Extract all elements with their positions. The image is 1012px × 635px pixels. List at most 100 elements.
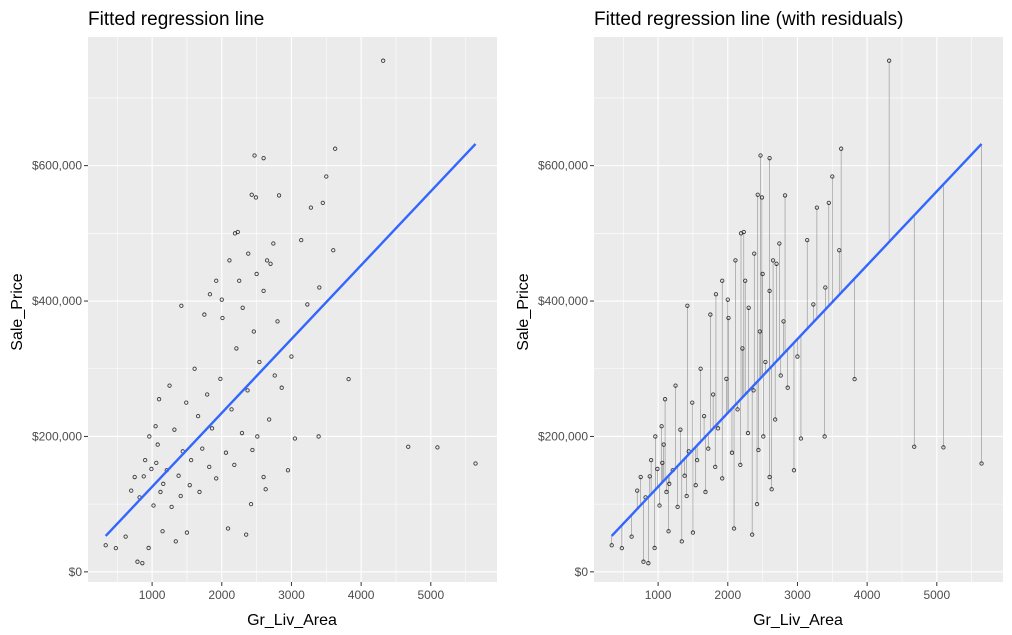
data-point — [187, 483, 192, 488]
data-point — [207, 464, 212, 470]
data-point — [769, 487, 774, 492]
data-point — [758, 153, 763, 158]
data-point — [154, 460, 159, 465]
data-point — [261, 474, 266, 480]
data-point — [684, 493, 689, 499]
data-point — [261, 288, 266, 294]
data-point — [731, 526, 737, 531]
y-tick-label: $400,000 — [32, 294, 82, 308]
x-tick-label: 2000 — [714, 588, 741, 602]
data-point — [234, 346, 239, 351]
data-point — [227, 258, 232, 263]
data-point — [735, 407, 740, 412]
y-tick-label: $0 — [69, 565, 83, 579]
data-point — [823, 285, 828, 290]
data-point — [158, 489, 163, 495]
data-point — [767, 156, 772, 161]
data-point — [886, 58, 892, 63]
data-point — [738, 462, 743, 468]
data-point — [218, 376, 223, 382]
data-point — [777, 241, 782, 246]
data-point — [770, 258, 776, 263]
data-point — [767, 474, 772, 480]
data-point — [249, 192, 254, 197]
data-point — [675, 504, 680, 510]
y-tick-label: $600,000 — [538, 159, 588, 173]
data-point — [346, 376, 351, 382]
data-point — [763, 359, 768, 365]
data-point — [660, 460, 665, 465]
data-point — [648, 457, 654, 463]
data-point — [149, 466, 154, 472]
data-point — [207, 292, 213, 297]
data-point — [701, 413, 707, 419]
data-point — [184, 530, 190, 535]
data-point — [694, 457, 700, 463]
data-point — [289, 354, 294, 359]
y-tick-label: $600,000 — [32, 159, 82, 173]
data-point — [778, 373, 783, 378]
data-point — [245, 388, 250, 393]
data-point — [708, 312, 713, 317]
y-tick-label: $0 — [575, 565, 589, 579]
chart-title: Fitted regression line — [88, 9, 264, 30]
data-point — [246, 251, 251, 256]
data-point — [774, 261, 779, 266]
data-point — [261, 156, 266, 161]
data-point — [682, 473, 687, 478]
data-point — [197, 489, 202, 495]
data-point — [225, 526, 231, 531]
data-point — [232, 231, 238, 236]
data-point — [811, 302, 816, 307]
data-point — [698, 366, 703, 371]
data-point — [195, 413, 201, 419]
data-point — [332, 146, 338, 151]
y-axis-label: Sale_Price — [9, 273, 26, 350]
data-point — [912, 444, 917, 449]
data-point — [380, 58, 386, 63]
data-point — [229, 407, 234, 412]
data-point — [720, 476, 725, 481]
data-point — [156, 397, 162, 402]
data-point — [641, 559, 646, 564]
data-point — [830, 174, 835, 179]
data-point — [740, 346, 745, 351]
data-point — [826, 200, 831, 206]
data-point — [761, 434, 766, 439]
data-point — [720, 278, 725, 283]
data-point — [679, 539, 684, 544]
data-point — [254, 271, 259, 277]
data-point — [706, 446, 711, 451]
data-point — [941, 445, 946, 450]
data-point — [729, 450, 735, 455]
data-point — [251, 329, 256, 334]
data-point — [756, 447, 761, 453]
regression-line — [610, 143, 983, 537]
data-point — [746, 305, 751, 310]
data-point — [135, 559, 140, 564]
y-tick-label: $200,000 — [32, 429, 82, 443]
panel-right: Fitted regression line (with residuals) … — [515, 9, 1003, 629]
data-point — [646, 561, 651, 566]
data-point — [132, 474, 137, 480]
data-point — [268, 261, 273, 266]
data-point — [690, 530, 696, 535]
y-axis-label: Sale_Price — [515, 273, 532, 350]
data-point — [685, 303, 690, 308]
data-point — [733, 258, 738, 263]
data-point — [252, 153, 257, 158]
data-point — [664, 489, 669, 495]
y-tick-label: $200,000 — [538, 429, 588, 443]
data-point — [255, 434, 260, 439]
data-point — [795, 354, 800, 359]
data-point — [760, 271, 765, 277]
data-point — [693, 483, 698, 488]
data-point — [176, 473, 181, 478]
data-point — [754, 501, 760, 507]
data-point — [785, 385, 790, 390]
data-point — [153, 424, 158, 429]
data-point — [666, 529, 671, 534]
data-point — [629, 534, 634, 539]
data-point — [852, 376, 857, 382]
